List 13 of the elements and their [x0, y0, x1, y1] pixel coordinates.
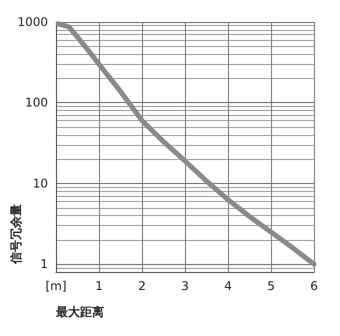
- x-tick-label: 3: [181, 279, 189, 293]
- x-tick-label: 4: [224, 279, 232, 293]
- y-tick-label: 100: [25, 96, 48, 110]
- x-tick-label: 5: [267, 279, 275, 293]
- x-axis-title: 最大距离: [55, 305, 104, 319]
- y-tick-label: 10: [32, 176, 48, 190]
- x-tick-label: 1: [95, 279, 103, 293]
- y-tick-label: 1000: [17, 15, 48, 29]
- x-tick-label: 2: [138, 279, 146, 293]
- y-tick-label: 1: [40, 257, 48, 272]
- x-tick-label: 6: [310, 279, 318, 293]
- y-axis-title: 信号冗余量: [9, 204, 23, 265]
- x-tick-label: [m]: [45, 279, 67, 293]
